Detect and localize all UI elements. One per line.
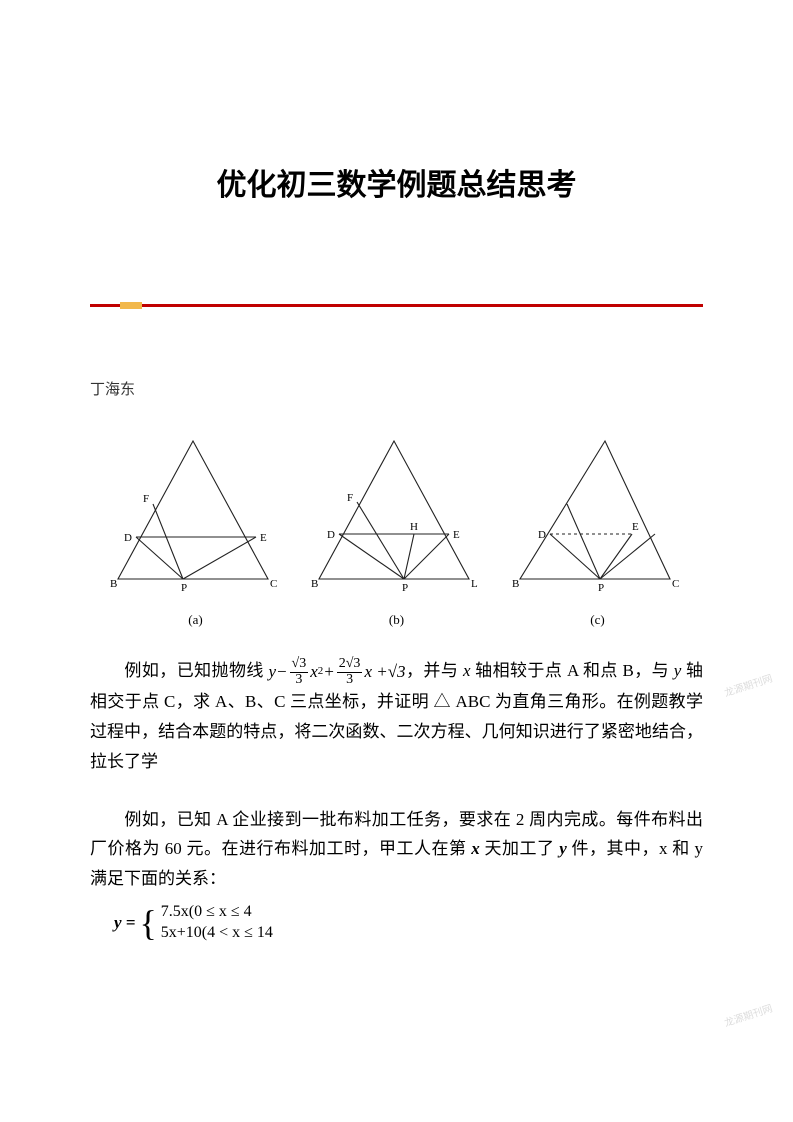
doc-title: 优化初三数学例题总结思考 [90,160,703,204]
p2-mid: 天加工了 [480,839,560,858]
lbl-L: L [471,578,478,590]
p1-t2: 轴相较于点 A 和点 B，与 [470,661,673,680]
caption-b: (b) [301,612,492,628]
lbl-A: A [390,439,398,441]
lbl-D: D [124,532,132,544]
pw-brace: { [139,905,156,941]
pw-yeq: y = [114,913,135,933]
lbl-P: P [402,582,408,594]
triangle-b-svg: A B L P F D H E [309,439,484,594]
pw-case1: 7.5x(0 ≤ x ≤ 4 [161,902,273,923]
p2-x: x [471,839,480,858]
frac-2: 2√3 3 [337,657,363,687]
divider-accent [120,302,142,309]
pw-case2: 5x+10(4 < x ≤ 14 [161,923,273,944]
lbl-E: E [632,521,639,533]
eq-minus: − [276,657,287,687]
frac1-den: 3 [293,673,304,688]
frac-1: √3 3 [290,657,309,687]
author: 丁海东 [90,378,703,399]
piecewise-formula: y = { 7.5x(0 ≤ x ≤ 4 5x+10(4 < x ≤ 14 [114,902,703,944]
p1-lead: 例如，已知抛物线 [124,661,269,680]
p1-t1: ，并与 [406,661,463,680]
lbl-A: A [189,439,197,441]
figure-b: A B L P F D H E (b) [301,439,492,628]
frac1-num: √3 [290,657,309,673]
lbl-F: F [347,492,353,504]
parabola-formula: y − √3 3 x2 + 2√3 3 x + √3 [269,657,406,687]
lbl-H: H [410,521,418,533]
lbl-C: C [270,578,277,590]
figures-row: A B C P F D E (a) [100,439,693,628]
frac2-den: 3 [344,673,355,688]
pw-cases: 7.5x(0 ≤ x ≤ 4 5x+10(4 < x ≤ 14 [161,902,273,944]
eq-xplus: x + [364,657,387,687]
paragraph-2: 例如，已知 A 企业接到一批布料加工任务，要求在 2 周内完成。每件布料出厂价格… [90,805,703,894]
lbl-B: B [110,578,117,590]
figure-c: A B C P D E (c) [502,439,693,628]
watermark-2: 龙源期刊网 [722,1000,774,1030]
lbl-B: B [512,578,519,590]
caption-a: (a) [100,612,291,628]
caption-c: (c) [502,612,693,628]
eq-sqrt3: √3 [388,657,406,687]
eq-y: y [269,657,277,687]
lbl-P: P [598,582,604,594]
lbl-E: E [260,532,267,544]
lbl-B: B [311,578,318,590]
triangle-a-svg: A B C P F D E [108,439,283,594]
divider [90,304,703,308]
triangle-c-svg: A B C P D E [510,439,685,594]
divider-line [90,304,703,307]
lbl-C: C [672,578,679,590]
eq-x2: x [310,657,318,687]
lbl-D: D [538,529,546,541]
p2-y: y [559,839,567,858]
lbl-E: E [453,529,460,541]
frac2-num: 2√3 [337,657,363,673]
lbl-A: A [601,439,609,441]
eq-plus1: + [323,657,334,687]
lbl-P: P [181,582,187,594]
lbl-F: F [143,493,149,505]
paragraph-1: 例如，已知抛物线 y − √3 3 x2 + 2√3 3 x + √3 ，并与 … [90,656,703,777]
figure-a: A B C P F D E (a) [100,439,291,628]
lbl-D: D [327,529,335,541]
